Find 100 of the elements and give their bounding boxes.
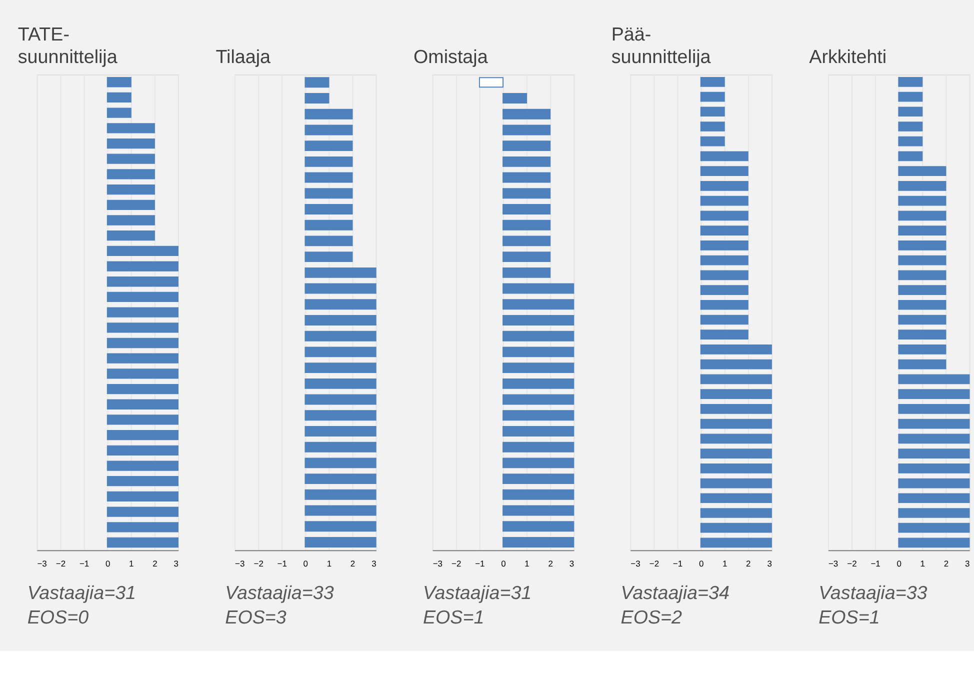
bar — [700, 389, 772, 399]
bar — [502, 426, 574, 436]
bar — [502, 474, 574, 484]
bar — [898, 122, 923, 132]
bar — [502, 505, 574, 516]
bar — [898, 166, 946, 176]
bar — [304, 236, 353, 246]
bar — [106, 307, 179, 318]
x-tick-label: 0 — [896, 558, 902, 569]
bar — [106, 123, 155, 134]
bar — [106, 506, 179, 517]
bar — [898, 434, 970, 444]
text: EOS=1 — [422, 606, 484, 628]
bar — [700, 478, 772, 488]
bar — [502, 346, 574, 358]
bar — [304, 410, 376, 421]
chart-title: Pää- suunnittelija — [611, 24, 712, 68]
bar — [700, 418, 772, 429]
bar — [502, 442, 574, 452]
bar — [700, 404, 772, 414]
bar — [106, 77, 132, 88]
bar — [304, 267, 376, 278]
x-tick-label: −3 — [235, 558, 245, 569]
bar — [304, 283, 376, 294]
x-tick-label: 2 — [350, 558, 356, 569]
bar — [106, 184, 155, 195]
bar — [106, 138, 155, 149]
bar — [304, 378, 376, 389]
x-tick-label: 0 — [105, 558, 110, 569]
bar — [700, 344, 772, 354]
bar — [304, 252, 353, 262]
bar — [898, 92, 923, 102]
chart-title: Omistaja — [414, 46, 488, 68]
bar — [898, 344, 946, 354]
bar — [502, 252, 551, 262]
bar — [304, 442, 376, 452]
bar — [898, 493, 970, 504]
bar — [304, 521, 376, 532]
bar — [898, 374, 970, 384]
bar — [700, 210, 748, 221]
bar — [304, 505, 376, 516]
bar — [700, 181, 748, 191]
x-tick-label: 3 — [174, 558, 179, 569]
bar — [502, 458, 574, 468]
bar — [700, 314, 748, 325]
bar — [304, 124, 353, 136]
bar — [700, 240, 748, 250]
x-tick-label: 0 — [501, 558, 506, 569]
bar — [106, 338, 179, 348]
bar — [898, 270, 946, 280]
bar — [304, 394, 376, 405]
bar — [700, 330, 748, 340]
bar — [478, 77, 504, 88]
bar — [700, 122, 725, 132]
x-tick-label: −1 — [672, 558, 683, 569]
x-tick-label: 3 — [965, 558, 970, 569]
x-tick-label: 1 — [920, 558, 926, 569]
bar — [304, 156, 353, 167]
bar — [898, 210, 946, 221]
bar — [898, 389, 970, 399]
x-tick-label: 1 — [129, 558, 134, 569]
bar — [304, 426, 376, 436]
bar — [304, 330, 376, 342]
bar — [700, 508, 772, 518]
bar — [898, 181, 946, 191]
x-tick-label: −3 — [37, 558, 48, 569]
bar — [106, 368, 179, 379]
bar — [304, 474, 376, 484]
x-tick-label: 3 — [767, 558, 772, 569]
bar — [304, 172, 353, 183]
bar — [106, 169, 155, 180]
bar — [898, 136, 923, 146]
bar — [106, 522, 179, 532]
bar — [898, 404, 970, 414]
bar — [502, 267, 551, 278]
bar — [106, 430, 179, 440]
text: Vastaajia=31 — [422, 582, 532, 604]
bar — [700, 226, 748, 236]
x-tick-label: −3 — [828, 558, 838, 569]
bar — [304, 108, 353, 120]
bar — [304, 140, 353, 152]
bar — [106, 445, 179, 456]
chart-title: Arkkitehti — [809, 46, 887, 68]
bar — [304, 188, 353, 199]
bar — [106, 230, 155, 241]
bar — [502, 140, 551, 152]
chart-title: Tilaaja — [216, 46, 272, 68]
text: EOS=0 — [27, 606, 90, 628]
bar — [502, 410, 574, 421]
bar — [700, 196, 748, 206]
x-tick-label: −1 — [475, 558, 486, 569]
bar — [898, 448, 970, 458]
x-tick-label: −2 — [56, 558, 66, 569]
x-tick-label: 0 — [698, 558, 704, 569]
bar — [700, 151, 748, 162]
bar — [898, 522, 970, 533]
x-tick-label: 2 — [746, 558, 752, 569]
bar — [700, 136, 725, 146]
bar — [898, 330, 946, 340]
bar — [700, 255, 748, 266]
